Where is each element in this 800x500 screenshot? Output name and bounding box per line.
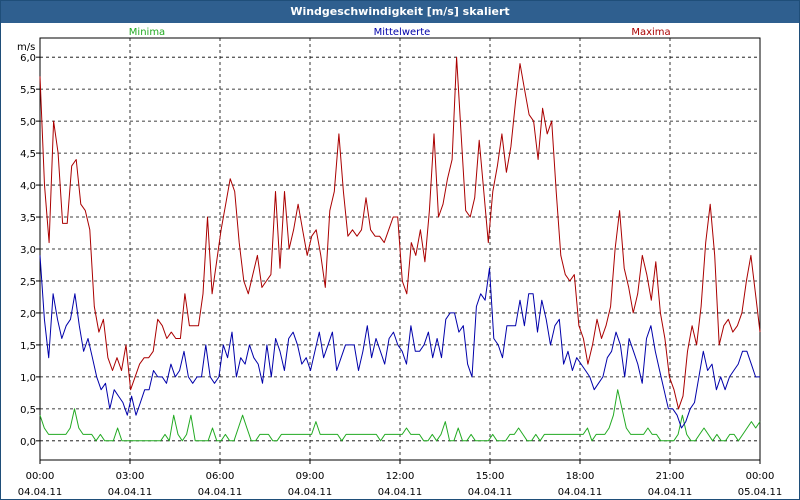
y-tick-label: 6,0 [20,53,36,64]
series-line-maxima [39,56,761,410]
x-axis-ticks: 00:00 04.04.11 03:00 04.04.11 06:00 04.04.11 0… [18,460,783,498]
y-tick-label: 0,5 [20,405,36,416]
series-line-minima [39,389,761,442]
y-tick-label: 0,0 [20,437,36,448]
series-line-mittelwerte [39,255,760,429]
x-tick-time: 00:00 [746,471,775,482]
series-lines [39,56,761,442]
y-tick-label: 4,5 [20,149,36,160]
y-tick-label: 3,5 [20,213,36,224]
x-tick-time: 09:00 [296,471,325,482]
x-tick-date: 04.04.11 [18,487,63,498]
x-tick-date: 04.04.11 [198,487,243,498]
x-tick-date: 04.04.11 [378,487,423,498]
x-tick-date: 04.04.11 [108,487,153,498]
y-tick-label: 1,0 [20,373,36,384]
x-tick-date: 04.04.11 [648,487,693,498]
x-tick-time: 03:00 [116,471,145,482]
x-tick-date: 04.04.11 [468,487,513,498]
y-tick-label: 2,5 [20,277,36,288]
x-tick-date: 05.04.11 [738,487,783,498]
x-tick-time: 21:00 [656,471,685,482]
y-tick-label: 3,0 [20,245,36,256]
y-tick-label: 5,0 [20,117,36,128]
x-tick-time: 06:00 [206,471,235,482]
y-tick-label: 5,5 [20,85,36,96]
legend-mittelwerte: Mittelwerte [374,27,431,38]
chart-title: Windgeschwindigkeit [m/s] skaliert [1,1,799,23]
x-tick-time: 00:00 [26,471,55,482]
y-tick-label: 1,5 [20,341,36,352]
x-tick-time: 12:00 [386,471,415,482]
x-tick-date: 04.04.11 [558,487,603,498]
y-tick-label: 2,0 [20,309,36,320]
x-tick-date: 04.04.11 [288,487,333,498]
legend-minima: Minima [129,27,165,38]
legend-maxima: Maxima [631,27,670,38]
x-tick-time: 15:00 [476,471,505,482]
y-axis-unit-label: m/s [17,42,35,53]
y-axis-ticks: 0,0 0,5 1,0 1,5 2,0 2,5 3,0 3,5 4,0 4,5 5,0 5,5 6,0 [20,53,40,448]
x-tick-time: 18:00 [566,471,595,482]
y-tick-label: 4,0 [20,181,36,192]
